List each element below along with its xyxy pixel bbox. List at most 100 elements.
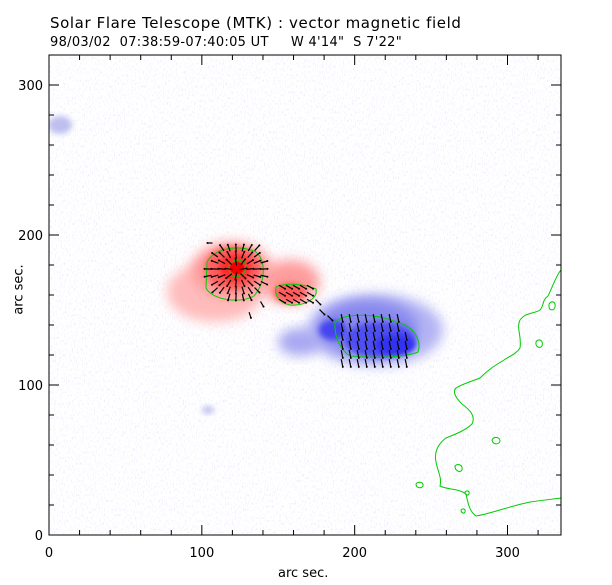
- field-vector-head: [373, 356, 376, 359]
- field-vector-head: [319, 303, 322, 306]
- field-vector-head: [381, 320, 384, 323]
- field-vector-head: [219, 244, 222, 247]
- field-vector: [372, 349, 376, 359]
- field-vector-head: [234, 257, 237, 260]
- field-vector-head: [284, 294, 287, 297]
- field-vector: [388, 340, 392, 350]
- field-vector: [364, 358, 368, 368]
- field-vector: [404, 358, 408, 368]
- field-vector-head: [349, 347, 352, 350]
- field-vector-head: [242, 299, 245, 302]
- field-vector-head: [258, 244, 261, 247]
- field-vector: [356, 322, 360, 332]
- field-vector: [340, 358, 344, 368]
- field-vector: [241, 244, 245, 252]
- field-vector-head: [258, 251, 261, 254]
- field-vector-head: [389, 365, 392, 368]
- field-vector-head: [259, 276, 262, 279]
- field-vector: [404, 340, 408, 350]
- field-vector: [327, 315, 333, 321]
- field-vector-head: [341, 320, 344, 323]
- field-vector-head: [298, 287, 301, 290]
- field-vector-head: [298, 301, 301, 304]
- field-vector: [372, 331, 376, 341]
- field-vector: [306, 298, 314, 304]
- field-vector-head: [381, 338, 384, 341]
- field-vector: [234, 272, 238, 280]
- field-vector: [306, 291, 314, 297]
- field-vector-head: [349, 338, 352, 341]
- field-vector-head: [373, 347, 376, 350]
- field-vector-head: [312, 301, 315, 304]
- transverse-field-vectors: [203, 242, 408, 368]
- field-vector: [260, 280, 268, 286]
- field-vector: [340, 313, 344, 323]
- field-vector-head: [365, 356, 368, 359]
- field-vector-head: [331, 319, 334, 322]
- field-vector-head: [211, 252, 214, 255]
- y-tick-label: 300: [18, 79, 43, 94]
- field-vector: [372, 313, 376, 323]
- field-vector-head: [203, 275, 206, 278]
- field-vector: [219, 286, 225, 294]
- field-vector: [404, 331, 408, 341]
- field-vector: [241, 286, 245, 294]
- field-vector: [292, 291, 300, 297]
- x-tick-label: 0: [45, 546, 53, 561]
- field-vector: [278, 298, 286, 304]
- field-vector-head: [349, 329, 352, 332]
- x-tick-label: 100: [189, 546, 214, 561]
- field-vector-head: [357, 338, 360, 341]
- field-vector: [396, 349, 400, 359]
- field-vector: [388, 331, 392, 341]
- field-vector-head: [250, 291, 253, 294]
- field-vector-head: [357, 347, 360, 350]
- field-vector: [241, 293, 245, 301]
- field-vector: [240, 273, 246, 279]
- field-vector-head: [243, 292, 246, 295]
- field-vector-head: [365, 365, 368, 368]
- field-vector: [372, 322, 376, 332]
- field-vector-head: [250, 299, 253, 302]
- field-vector-head: [234, 250, 237, 253]
- field-vector: [299, 291, 307, 297]
- field-vector: [211, 252, 219, 258]
- field-vector: [239, 267, 247, 271]
- field-vector-head: [349, 320, 352, 323]
- field-vector-head: [210, 259, 213, 262]
- field-vector: [380, 331, 384, 341]
- field-vector: [219, 244, 225, 252]
- field-vector-head: [365, 347, 368, 350]
- field-vector-head: [373, 320, 376, 323]
- field-vector: [299, 298, 307, 304]
- field-vector-head: [225, 277, 228, 280]
- field-vector: [285, 298, 293, 304]
- field-vector-head: [373, 329, 376, 332]
- field-vector: [253, 252, 261, 258]
- field-vector-head: [242, 243, 245, 246]
- field-vector: [356, 358, 360, 368]
- field-vector-head: [226, 292, 229, 295]
- field-vector: [204, 274, 212, 278]
- field-vector: [356, 313, 360, 323]
- field-vector-head: [389, 347, 392, 350]
- field-vector-head: [217, 276, 220, 279]
- field-vector-head: [405, 365, 408, 368]
- field-vector: [396, 358, 400, 368]
- field-vector: [348, 322, 352, 332]
- field-vector: [246, 268, 254, 270]
- field-vector-head: [234, 243, 237, 246]
- field-vector-head: [210, 283, 213, 286]
- field-vector-head: [373, 338, 376, 341]
- field-vector: [285, 291, 293, 297]
- field-vector-head: [284, 287, 287, 290]
- field-vector: [380, 340, 384, 350]
- field-vector-head: [312, 294, 315, 297]
- field-vector-head: [244, 258, 247, 261]
- field-vector-head: [262, 305, 265, 308]
- field-vector-head: [305, 301, 308, 304]
- field-vector: [241, 251, 245, 259]
- field-vector: [227, 244, 231, 252]
- field-vector: [247, 286, 253, 294]
